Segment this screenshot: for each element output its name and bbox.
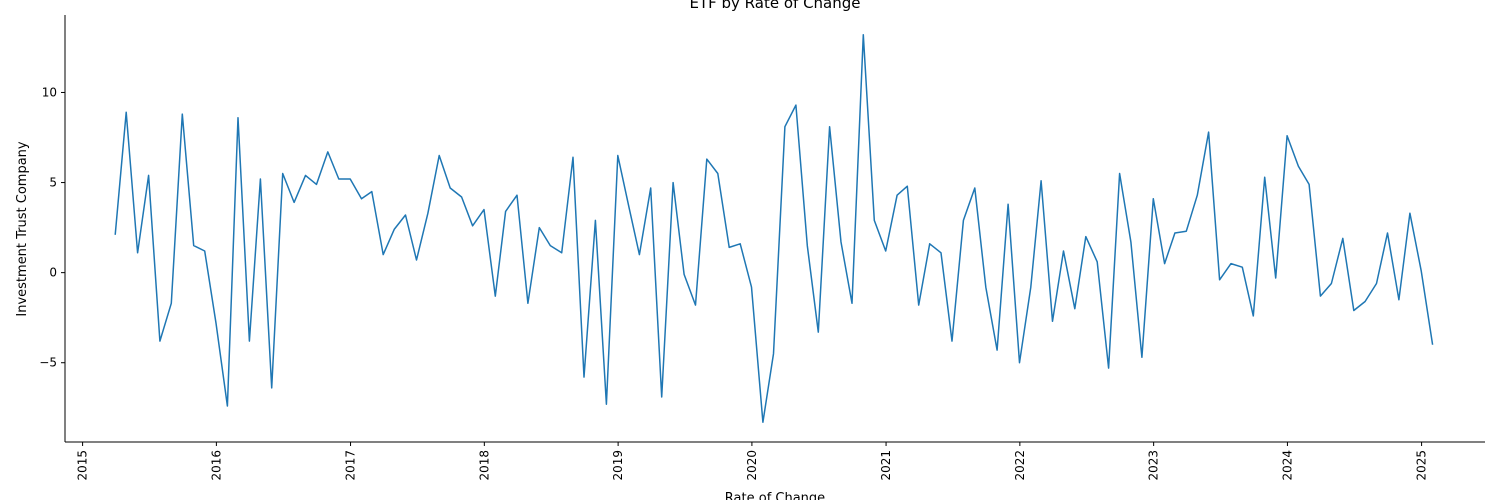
y-axis-label: Investment Trust Company bbox=[15, 141, 30, 317]
x-tick-label: 2022 bbox=[1013, 450, 1027, 481]
x-tick-label: 2016 bbox=[209, 450, 223, 481]
axes bbox=[64, 15, 1485, 443]
x-tick-label: 2017 bbox=[344, 450, 358, 481]
y-tick-label: 5 bbox=[49, 176, 57, 190]
y-ticks: −5 0 5 10 bbox=[39, 85, 65, 370]
x-ticks: 2015 2016 2017 2018 2019 2020 2021 2022 2023 2024… bbox=[76, 442, 1429, 481]
y-tick-label: 0 bbox=[49, 266, 57, 280]
plot-lines bbox=[114, 34, 1434, 423]
x-tick-label: 2020 bbox=[745, 450, 759, 481]
x-tick-label: 2024 bbox=[1280, 450, 1294, 481]
y-tick-label: 10 bbox=[42, 85, 57, 99]
chart-title: ETF by Rate of Change bbox=[689, 0, 860, 12]
x-axis-label: Rate of Change bbox=[725, 491, 825, 500]
x-tick-label: 2021 bbox=[879, 450, 893, 481]
x-tick-label: 2018 bbox=[477, 450, 491, 481]
x-tick-label: 2025 bbox=[1415, 450, 1429, 481]
series-line bbox=[114, 34, 1434, 423]
x-tick-label: 2023 bbox=[1147, 450, 1161, 481]
x-tick-label: 2019 bbox=[611, 450, 625, 481]
y-tick-label: −5 bbox=[39, 356, 57, 370]
x-tick-label: 2015 bbox=[76, 450, 90, 481]
